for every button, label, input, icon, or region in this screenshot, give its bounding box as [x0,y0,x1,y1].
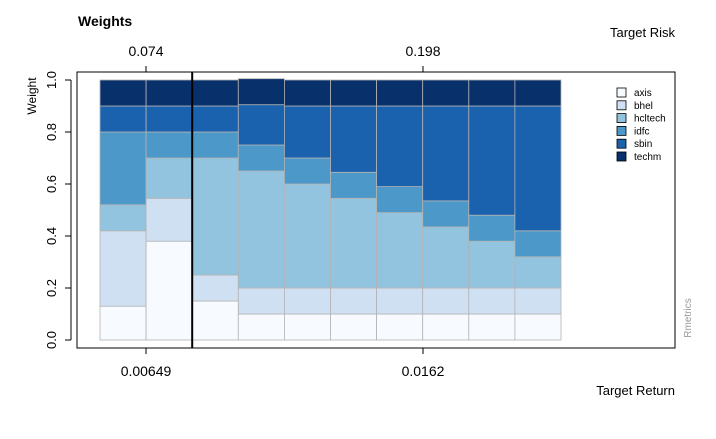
bar-segment-sbin [376,105,424,187]
bar-segment-sbin [422,105,470,202]
bar-segment-hcltech [422,226,470,289]
bar-segment-axis [145,240,193,341]
y-tick-label: 0.2 [44,279,59,297]
bar-segment-hcltech [283,183,331,289]
bar-segment-idfc [283,157,331,185]
bar-segment-axis [376,313,424,341]
bar-segment-axis [237,313,285,341]
bar-segment-techm [191,79,239,107]
bar-segment-sbin [514,105,562,232]
legend-label-hcltech: hcltech [634,114,666,125]
bar-segment-axis [514,313,562,341]
bar-segment-sbin [237,104,285,146]
bottom-axis: 0.00649 0.0162 [121,348,445,379]
bar-segment-sbin [191,105,239,133]
bar-segment-bhel [145,197,193,242]
bar-segment-hcltech [468,240,516,289]
bar-segment-bhel [99,230,147,307]
bar-segment-sbin [283,105,331,159]
bar-segment-bhel [191,274,239,302]
top-tick-label: 0.198 [405,43,440,59]
bar-segment-axis [330,313,377,341]
legend-label-sbin: sbin [634,139,652,150]
legend-swatch-techm [616,151,627,162]
bar-segment-axis [283,313,331,341]
bar-segment-sbin [468,105,516,216]
bar-segment-techm [514,79,562,107]
bar-segment-sbin [330,105,377,173]
y-tick-label: 0.0 [44,331,59,349]
bar-segment-idfc [191,131,239,159]
bar-segment-axis [191,300,239,341]
bar-segment-idfc [514,230,562,258]
legend-swatch-axis [616,87,627,98]
bar-segment-bhel [283,287,331,315]
bar-segment-bhel [468,287,516,315]
bar-segment-techm [376,79,424,107]
bar-segment-techm [237,78,285,106]
bar-segment-idfc [422,200,470,228]
bottom-tick-label: 0.0162 [402,363,445,379]
bar-segment-techm [422,79,470,107]
plot-box [76,71,676,349]
legend-swatch-idfc [616,126,627,136]
bar-segment-bhel [330,287,377,315]
bar-segment-hcltech [376,212,424,289]
chart-title: Weights [78,13,132,29]
y-tick-label: 0.6 [44,175,59,193]
legend-label-idfc: idfc [634,126,650,137]
y-tick-label: 0.4 [44,227,59,245]
bar-segment-techm [283,79,331,107]
y-axis: 0.0 0.2 0.4 0.6 0.8 1.0 [44,71,71,349]
y-tick-label: 0.8 [44,123,59,141]
bar-segment-hcltech [330,197,377,289]
bar-segment-techm [99,79,147,107]
bar-segment-axis [422,313,470,341]
bar-segment-hcltech [145,157,193,199]
bar-segment-techm [145,79,193,107]
y-axis-label: Weight [25,77,39,115]
rmetrics-label: Rmetrics [683,298,694,337]
bar-segment-sbin [145,105,193,133]
bar-segment-bhel [422,287,470,315]
legend-swatch-bhel [616,100,627,111]
bar-segment-hcltech [191,157,239,276]
bar-segment-axis [468,313,516,341]
bar-segment-idfc [237,144,285,172]
bar-segment-hcltech [99,204,147,232]
bar-segment-axis [99,305,147,341]
top-tick-label: 0.074 [128,43,163,59]
legend-swatch-hcltech [616,113,627,123]
top-axis-title: Target Risk [610,25,676,40]
bar-segment-idfc [145,131,193,159]
bar-segment-idfc [468,214,516,242]
bar-segment-techm [330,79,377,107]
stacked-bars [99,78,562,341]
bar-segment-hcltech [237,170,285,289]
legend-label-bhel: bhel [634,101,653,112]
y-tick-label: 1.0 [44,71,59,89]
bar-segment-techm [468,79,516,107]
bar-segment-hcltech [514,256,562,289]
bottom-axis-title: Target Return [596,383,675,398]
bar-segment-idfc [99,131,147,206]
bar-segment-bhel [237,287,285,315]
bar-segment-bhel [376,287,424,315]
bottom-tick-label: 0.00649 [121,363,172,379]
bar-segment-bhel [514,287,562,315]
bar-segment-idfc [376,186,424,214]
bar-segment-idfc [330,171,377,199]
legend-label-axis: axis [634,88,652,99]
legend-label-techm: techm [634,152,661,163]
legend-swatch-sbin [616,138,627,149]
top-axis: 0.074 0.198 [128,43,441,72]
bar-segment-sbin [99,105,147,133]
